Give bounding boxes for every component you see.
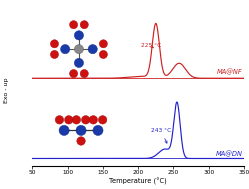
Text: 243 °C: 243 °C xyxy=(151,128,171,143)
X-axis label: Temperature (°C): Temperature (°C) xyxy=(109,178,167,185)
Text: Exo - up: Exo - up xyxy=(4,78,9,103)
Text: 225 °C: 225 °C xyxy=(141,43,161,48)
Text: MA@DN: MA@DN xyxy=(216,151,243,157)
Text: MA@NF: MA@NF xyxy=(217,68,243,75)
